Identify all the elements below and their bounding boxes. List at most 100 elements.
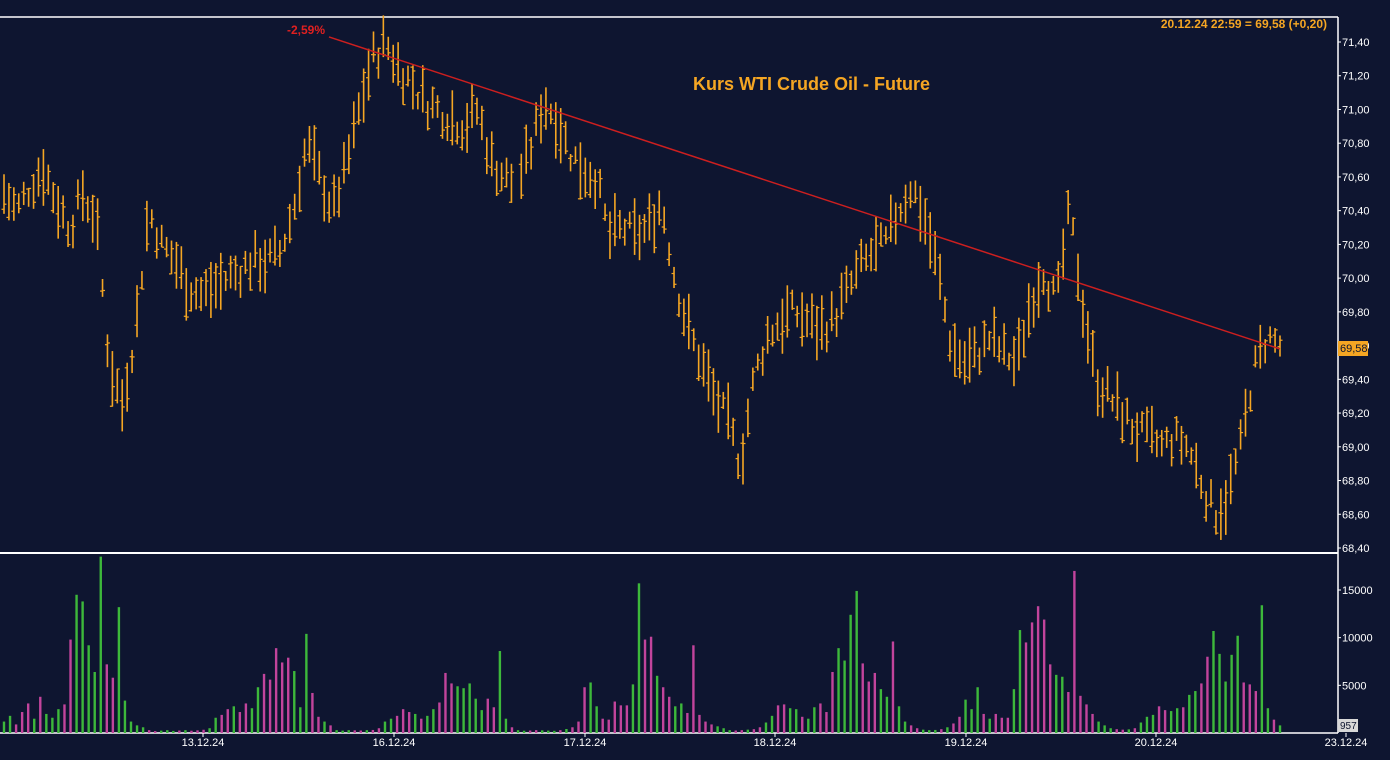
price-bar — [750, 367, 756, 391]
volume-bar — [982, 713, 985, 733]
volume-bar — [268, 679, 272, 733]
volume-bar — [674, 706, 677, 733]
price-bar — [237, 265, 243, 298]
price-bar — [489, 131, 495, 177]
price-bar — [454, 121, 460, 145]
price-bar — [114, 368, 120, 404]
volume-bar — [1212, 630, 1215, 733]
last-price-box — [1338, 341, 1368, 356]
price-bar — [1045, 280, 1051, 312]
price-bar — [942, 296, 948, 323]
price-bar — [824, 321, 830, 353]
price-bar — [1124, 397, 1130, 425]
volume-bar — [377, 728, 381, 733]
volume-bars — [2, 556, 1282, 733]
price-bar — [1169, 434, 1175, 467]
price-bar — [878, 222, 884, 247]
price-bar — [233, 255, 239, 291]
volume-bar — [1103, 725, 1106, 733]
price-bar — [863, 243, 869, 271]
volume-bar — [1109, 728, 1112, 733]
price-bar — [1109, 394, 1115, 412]
volume-bar — [57, 709, 60, 733]
price-bar — [90, 194, 96, 243]
price-tick-label: 70,40 — [1342, 206, 1370, 218]
price-bar — [770, 324, 776, 347]
price-bar — [839, 272, 845, 320]
price-bar — [676, 293, 682, 318]
price-tick-label: 71,00 — [1342, 104, 1370, 116]
price-bar — [1228, 453, 1234, 505]
price-bar — [75, 179, 81, 210]
price-bar — [262, 239, 268, 294]
volume-bar — [426, 715, 429, 733]
price-bar — [390, 44, 396, 83]
volume-bar — [752, 729, 756, 733]
price-bar — [508, 163, 514, 203]
volume-bar — [661, 687, 665, 733]
volume-bar — [643, 639, 647, 733]
volume-bar — [456, 686, 459, 733]
volume-bar — [166, 730, 169, 733]
price-bar — [469, 83, 475, 129]
price-bar — [21, 181, 27, 206]
x-tick-label: 19.12.24 — [945, 737, 988, 749]
volume-bar — [891, 641, 895, 733]
volume-bar — [746, 729, 750, 733]
price-bar — [1238, 419, 1244, 450]
price-bar — [701, 343, 707, 387]
volume-axis-ticks: 15000 10000 5000 — [1338, 585, 1373, 692]
price-bar — [947, 330, 953, 362]
price-tick-label: 68,40 — [1342, 543, 1370, 555]
price-bar — [666, 242, 672, 267]
price-bar — [607, 211, 613, 260]
volume-bar — [837, 648, 840, 733]
price-bar — [40, 149, 46, 206]
price-bar — [957, 339, 963, 379]
price-bar — [119, 379, 125, 432]
volume-bar — [813, 707, 816, 733]
volume-bar — [486, 698, 489, 733]
volume-bar — [734, 730, 737, 733]
price-bar — [582, 157, 588, 198]
volume-bar — [776, 705, 780, 733]
price-bar — [100, 279, 106, 297]
volume-bar — [595, 706, 598, 733]
last-volume-tag: 957 — [1340, 721, 1357, 732]
volume-bar — [323, 721, 326, 733]
volume-bar — [861, 663, 864, 733]
price-bar — [602, 203, 608, 221]
price-bar — [745, 398, 751, 438]
volume-bar — [1157, 706, 1161, 733]
volume-bar — [202, 729, 205, 733]
price-bar — [208, 261, 214, 318]
volume-bar — [299, 707, 302, 733]
price-bar — [888, 194, 894, 243]
volume-bar — [831, 671, 834, 733]
volume-bar — [1042, 619, 1046, 733]
volume-bar — [432, 709, 435, 733]
price-bar — [996, 336, 1002, 363]
price-bar — [538, 94, 544, 144]
volume-bar — [293, 671, 296, 733]
price-bar — [169, 240, 175, 275]
price-bar — [908, 181, 914, 209]
price-bar — [361, 68, 367, 123]
price-bar — [306, 125, 312, 163]
price-bar — [641, 214, 647, 243]
price-bar — [479, 105, 485, 141]
volume-bar — [2, 721, 6, 733]
volume-bar — [764, 722, 768, 733]
price-bar — [681, 298, 687, 337]
price-bar — [1159, 429, 1165, 457]
volume-bar — [256, 687, 260, 733]
price-bar — [1213, 510, 1219, 535]
volume-bar — [801, 716, 804, 733]
price-bar — [257, 248, 263, 292]
price-bar — [439, 111, 445, 139]
volume-bar — [178, 730, 181, 733]
price-bar — [587, 161, 593, 198]
trend-line — [328, 36, 1281, 350]
price-tick-label: 68,60 — [1342, 509, 1370, 521]
